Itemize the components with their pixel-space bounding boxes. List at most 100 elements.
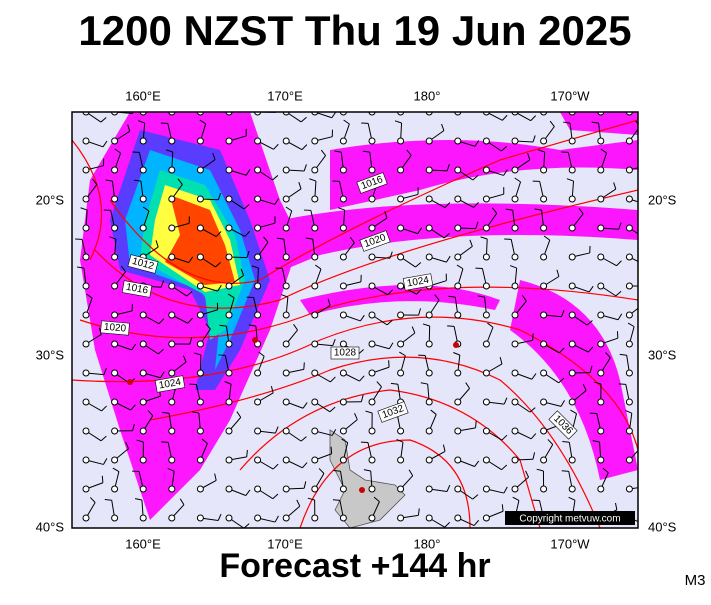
station — [369, 283, 375, 289]
station — [626, 370, 632, 376]
station — [569, 457, 575, 463]
station — [226, 457, 232, 463]
station — [426, 167, 432, 173]
station — [426, 486, 432, 492]
station — [398, 196, 404, 202]
station — [512, 457, 518, 463]
station — [398, 341, 404, 347]
station — [369, 254, 375, 260]
station — [197, 457, 203, 463]
station — [455, 196, 461, 202]
station — [340, 254, 346, 260]
station — [140, 399, 146, 405]
station — [369, 312, 375, 318]
station — [398, 225, 404, 231]
station — [283, 167, 289, 173]
station — [541, 341, 547, 347]
station — [569, 167, 575, 173]
station — [255, 515, 261, 521]
station — [455, 312, 461, 318]
station — [340, 457, 346, 463]
station — [426, 515, 432, 521]
station — [169, 486, 175, 492]
station — [283, 138, 289, 144]
station — [369, 370, 375, 376]
station — [483, 457, 489, 463]
station — [112, 312, 118, 318]
station — [541, 167, 547, 173]
station — [283, 457, 289, 463]
station — [169, 196, 175, 202]
station — [512, 254, 518, 260]
station — [340, 341, 346, 347]
station — [512, 225, 518, 231]
station — [369, 225, 375, 231]
station — [340, 312, 346, 318]
station — [197, 312, 203, 318]
station — [512, 399, 518, 405]
longitude-label: 170°W — [550, 88, 590, 103]
station — [83, 486, 89, 492]
station — [226, 341, 232, 347]
station — [226, 312, 232, 318]
isobar-label-text: 1028 — [334, 348, 357, 359]
station — [312, 312, 318, 318]
station — [626, 225, 632, 231]
station — [169, 370, 175, 376]
station — [169, 225, 175, 231]
station — [426, 196, 432, 202]
station — [398, 312, 404, 318]
station — [312, 370, 318, 376]
station — [255, 138, 261, 144]
station — [626, 167, 632, 173]
station — [398, 457, 404, 463]
station — [226, 399, 232, 405]
station — [426, 370, 432, 376]
station — [426, 341, 432, 347]
station — [398, 167, 404, 173]
station — [369, 341, 375, 347]
station — [140, 167, 146, 173]
station — [512, 428, 518, 434]
station — [197, 515, 203, 521]
station — [140, 515, 146, 521]
station — [140, 428, 146, 434]
station — [369, 457, 375, 463]
station — [83, 428, 89, 434]
station — [541, 283, 547, 289]
station — [598, 457, 604, 463]
station — [169, 167, 175, 173]
station — [512, 486, 518, 492]
station — [140, 196, 146, 202]
station — [426, 399, 432, 405]
station — [483, 225, 489, 231]
station — [512, 341, 518, 347]
station — [83, 515, 89, 521]
station — [255, 167, 261, 173]
station — [283, 515, 289, 521]
station — [340, 515, 346, 521]
station — [226, 167, 232, 173]
station — [312, 457, 318, 463]
station — [226, 283, 232, 289]
station — [112, 138, 118, 144]
station — [283, 312, 289, 318]
station — [483, 312, 489, 318]
station — [197, 341, 203, 347]
station — [197, 399, 203, 405]
station — [255, 370, 261, 376]
station — [455, 167, 461, 173]
station — [112, 457, 118, 463]
station — [197, 486, 203, 492]
station — [398, 138, 404, 144]
station — [426, 254, 432, 260]
station — [541, 254, 547, 260]
station — [169, 138, 175, 144]
station — [340, 283, 346, 289]
isobar-label: 1028 — [331, 347, 359, 359]
station — [226, 486, 232, 492]
station — [112, 341, 118, 347]
station — [426, 312, 432, 318]
station — [83, 225, 89, 231]
station — [83, 283, 89, 289]
